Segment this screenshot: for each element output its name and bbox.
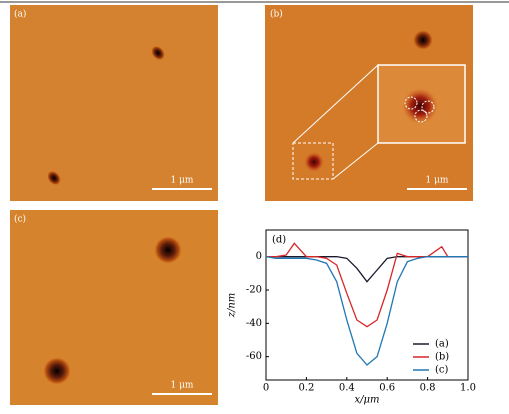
- x-tick-label: 0.4: [339, 383, 355, 394]
- defect: [154, 236, 182, 264]
- defect: [413, 30, 433, 50]
- x-tick-label: 0.8: [420, 383, 436, 394]
- panel-label: (b): [270, 9, 283, 20]
- series-line: [266, 256, 468, 283]
- panel-label: (a): [14, 9, 26, 20]
- scale-label: 1 μm: [171, 176, 194, 186]
- y-tick-label: 0: [256, 251, 262, 262]
- x-tick-label: 1.0: [460, 383, 476, 394]
- marker: [404, 96, 418, 110]
- series-line: [266, 242, 468, 328]
- defect: [402, 88, 438, 124]
- afm-image: [10, 210, 218, 405]
- panel-c: (c) 1 μm: [10, 210, 218, 405]
- defect: [47, 170, 61, 186]
- panel-label: (d): [272, 235, 286, 246]
- afm-image: [10, 5, 218, 201]
- panel-label: (c): [14, 214, 26, 225]
- x-axis-label: x/μm: [355, 395, 380, 406]
- legend-label: (b): [435, 352, 449, 363]
- panel-b: (b) 1 μm: [265, 5, 473, 201]
- y-tick-label: -60: [246, 351, 262, 362]
- panel-a: (a) 1 μm: [10, 5, 218, 201]
- legend-label: (a): [435, 339, 449, 350]
- x-tick-label: 0: [263, 383, 269, 394]
- defect: [151, 45, 165, 61]
- x-tick-label: 0.6: [379, 383, 395, 394]
- zoom-line: [332, 142, 379, 180]
- y-axis-label: z/nm: [227, 293, 238, 319]
- zoom-box: [292, 142, 334, 180]
- scale-label: 1 μm: [171, 381, 194, 391]
- defect: [43, 357, 71, 385]
- y-tick-label: -20: [246, 285, 262, 296]
- marker: [421, 100, 435, 114]
- legend-label: (c): [435, 365, 449, 376]
- x-tick-label: 0.2: [298, 383, 314, 394]
- defect: [304, 152, 324, 172]
- plot-frame: [265, 229, 469, 381]
- marker: [414, 109, 428, 123]
- series-line: [265, 256, 468, 366]
- scale-label: 1 μm: [426, 176, 449, 186]
- y-tick-label: -40: [246, 318, 262, 329]
- panel-d: (d) x/μm z/nm 0 0.2 0.4 0.6 0.8 1.0 0 -20 -40 -60…: [227, 229, 476, 406]
- zoom-line: [292, 64, 379, 144]
